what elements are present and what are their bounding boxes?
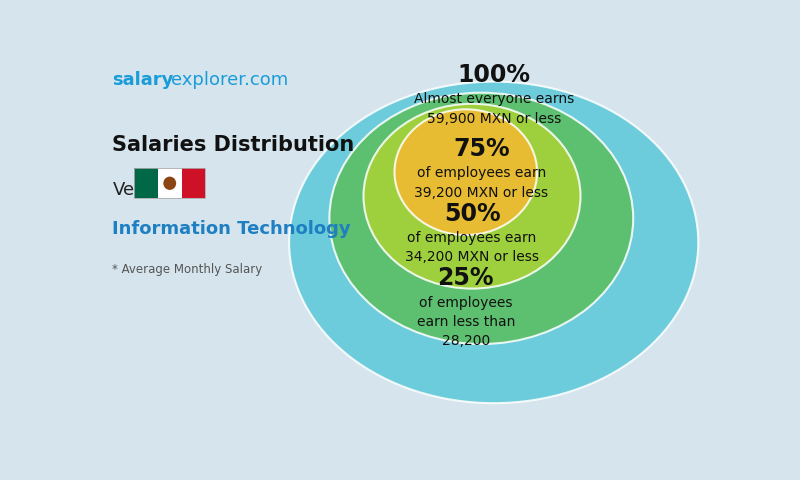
Text: of employees: of employees [419,296,513,310]
Text: of employees earn: of employees earn [417,166,546,180]
Text: 59,900 MXN or less: 59,900 MXN or less [426,112,561,126]
Text: 28,200: 28,200 [442,334,490,348]
Bar [158,168,182,198]
Text: Veracruz: Veracruz [112,181,191,199]
Bar [134,168,158,198]
Text: Information Technology: Information Technology [112,220,351,238]
Text: salary: salary [112,71,174,88]
Text: 75%: 75% [453,137,510,161]
Text: explorer.com: explorer.com [171,71,289,88]
Text: Salaries Distribution: Salaries Distribution [112,135,354,155]
Ellipse shape [289,82,698,403]
Text: 25%: 25% [438,266,494,290]
Text: 100%: 100% [458,63,530,87]
Text: 34,200 MXN or less: 34,200 MXN or less [405,250,539,264]
Ellipse shape [330,93,634,344]
Bar [182,168,206,198]
Bar [134,168,206,198]
Text: Almost everyone earns: Almost everyone earns [414,92,574,107]
Text: 50%: 50% [444,202,500,226]
Ellipse shape [394,109,537,235]
Text: 39,200 MXN or less: 39,200 MXN or less [414,186,548,200]
Ellipse shape [363,104,581,288]
Text: * Average Monthly Salary: * Average Monthly Salary [112,263,262,276]
Ellipse shape [163,177,176,190]
Text: of employees earn: of employees earn [407,231,537,245]
Text: earn less than: earn less than [417,315,515,329]
